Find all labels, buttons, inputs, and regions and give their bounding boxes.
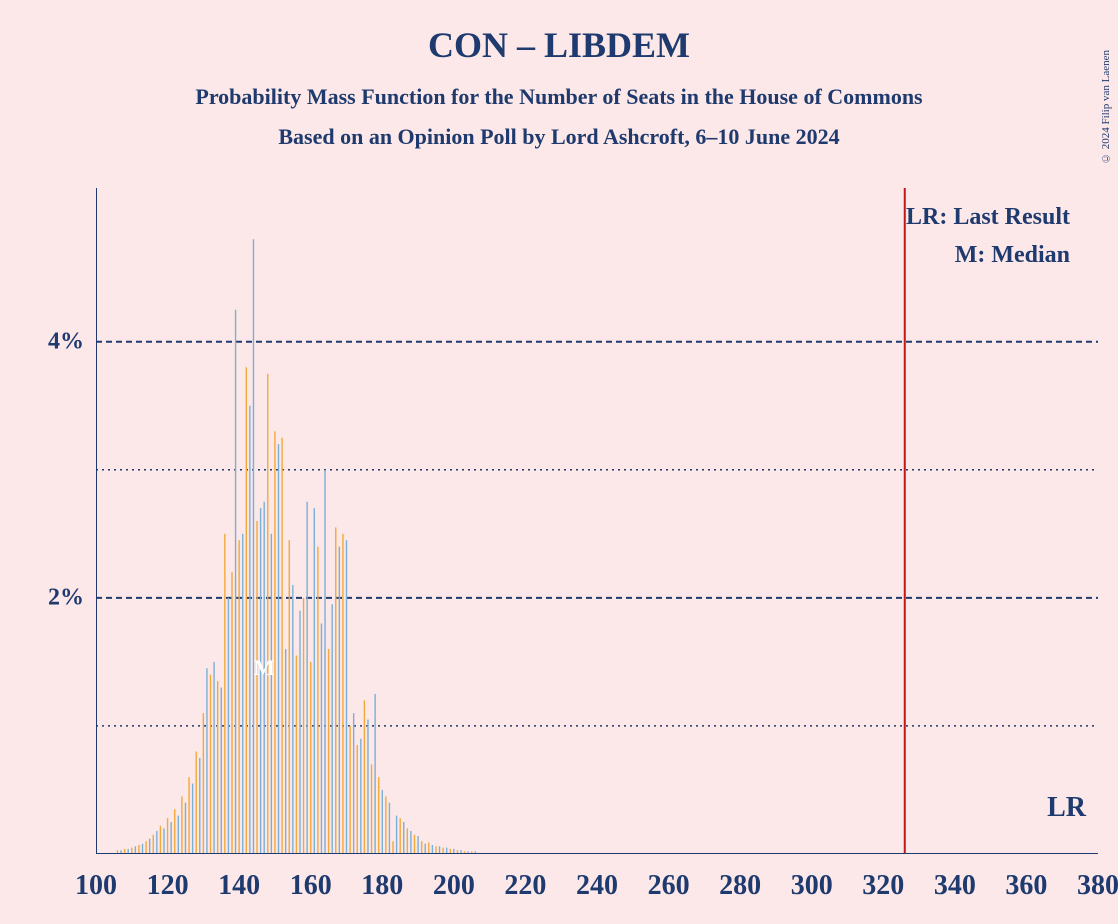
legend: LR: Last Result M: Median — [906, 198, 1070, 275]
x-tick-label: 200 — [433, 870, 475, 902]
x-tick-label: 160 — [290, 870, 332, 902]
x-tick-label: 280 — [719, 870, 761, 902]
x-tick-label: 140 — [218, 870, 260, 902]
x-tick-label: 240 — [576, 870, 618, 902]
y-tick-label: 2% — [48, 584, 84, 611]
legend-lr: LR: Last Result — [906, 198, 1070, 236]
x-tick-label: 260 — [648, 870, 690, 902]
chart-title: CON – LIBDEM — [0, 0, 1118, 66]
legend-m: M: Median — [906, 236, 1070, 274]
x-tick-label: 340 — [934, 870, 976, 902]
x-tick-label: 180 — [361, 870, 403, 902]
x-tick-label: 360 — [1005, 870, 1047, 902]
x-tick-label: 380 — [1077, 870, 1118, 902]
y-tick-label: 4% — [48, 328, 84, 355]
x-tick-label: 300 — [791, 870, 833, 902]
x-tick-label: 120 — [147, 870, 189, 902]
copyright-text: © 2024 Filip van Laenen — [1100, 50, 1112, 164]
lr-marker-label: LR — [1047, 792, 1086, 824]
chart-subtitle-1: Probability Mass Function for the Number… — [0, 84, 1118, 110]
plot-container: LR: Last Result M: Median LR M — [96, 188, 1098, 854]
x-tick-label: 320 — [862, 870, 904, 902]
x-tick-label: 220 — [504, 870, 546, 902]
x-tick-label: 100 — [75, 870, 117, 902]
chart-subtitle-2: Based on an Opinion Poll by Lord Ashcrof… — [0, 124, 1118, 150]
median-marker-label: M — [254, 655, 275, 681]
plot-svg — [96, 188, 1098, 854]
